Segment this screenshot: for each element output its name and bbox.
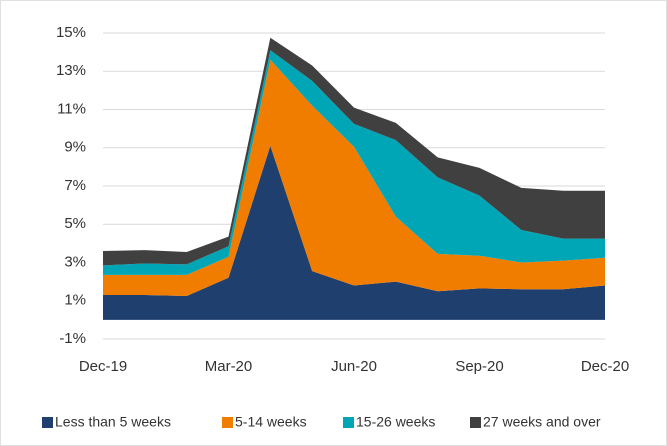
legend-label: 5-14 weeks [235, 414, 307, 430]
y-tick-label: 13% [56, 62, 86, 79]
legend-swatch [343, 417, 354, 428]
x-tick-label: Jun-20 [331, 358, 377, 375]
y-tick-label: 1% [64, 292, 86, 309]
y-tick-label: 5% [64, 215, 86, 232]
x-tick-label: Dec-20 [581, 358, 629, 375]
y-tick-label: 15% [56, 24, 86, 41]
legend-label: Less than 5 weeks [55, 414, 171, 430]
legend-swatch [470, 417, 481, 428]
area [103, 50, 605, 275]
y-tick-label: 7% [64, 177, 86, 194]
y-tick-label: 11% [57, 100, 86, 117]
x-tick-label: Dec-19 [79, 358, 127, 375]
area [103, 59, 605, 296]
legend-swatch [42, 417, 53, 428]
y-tick-label: -1% [59, 330, 86, 347]
legend-label: 15-26 weeks [356, 414, 435, 430]
area [103, 145, 605, 320]
x-tick-label: Sep-20 [455, 358, 503, 375]
legend-label: 27 weeks and over [483, 414, 601, 430]
legend-swatch [222, 417, 233, 428]
y-tick-label: 3% [64, 253, 86, 270]
y-tick-label: 9% [64, 139, 86, 156]
x-tick-label: Mar-20 [205, 358, 253, 375]
